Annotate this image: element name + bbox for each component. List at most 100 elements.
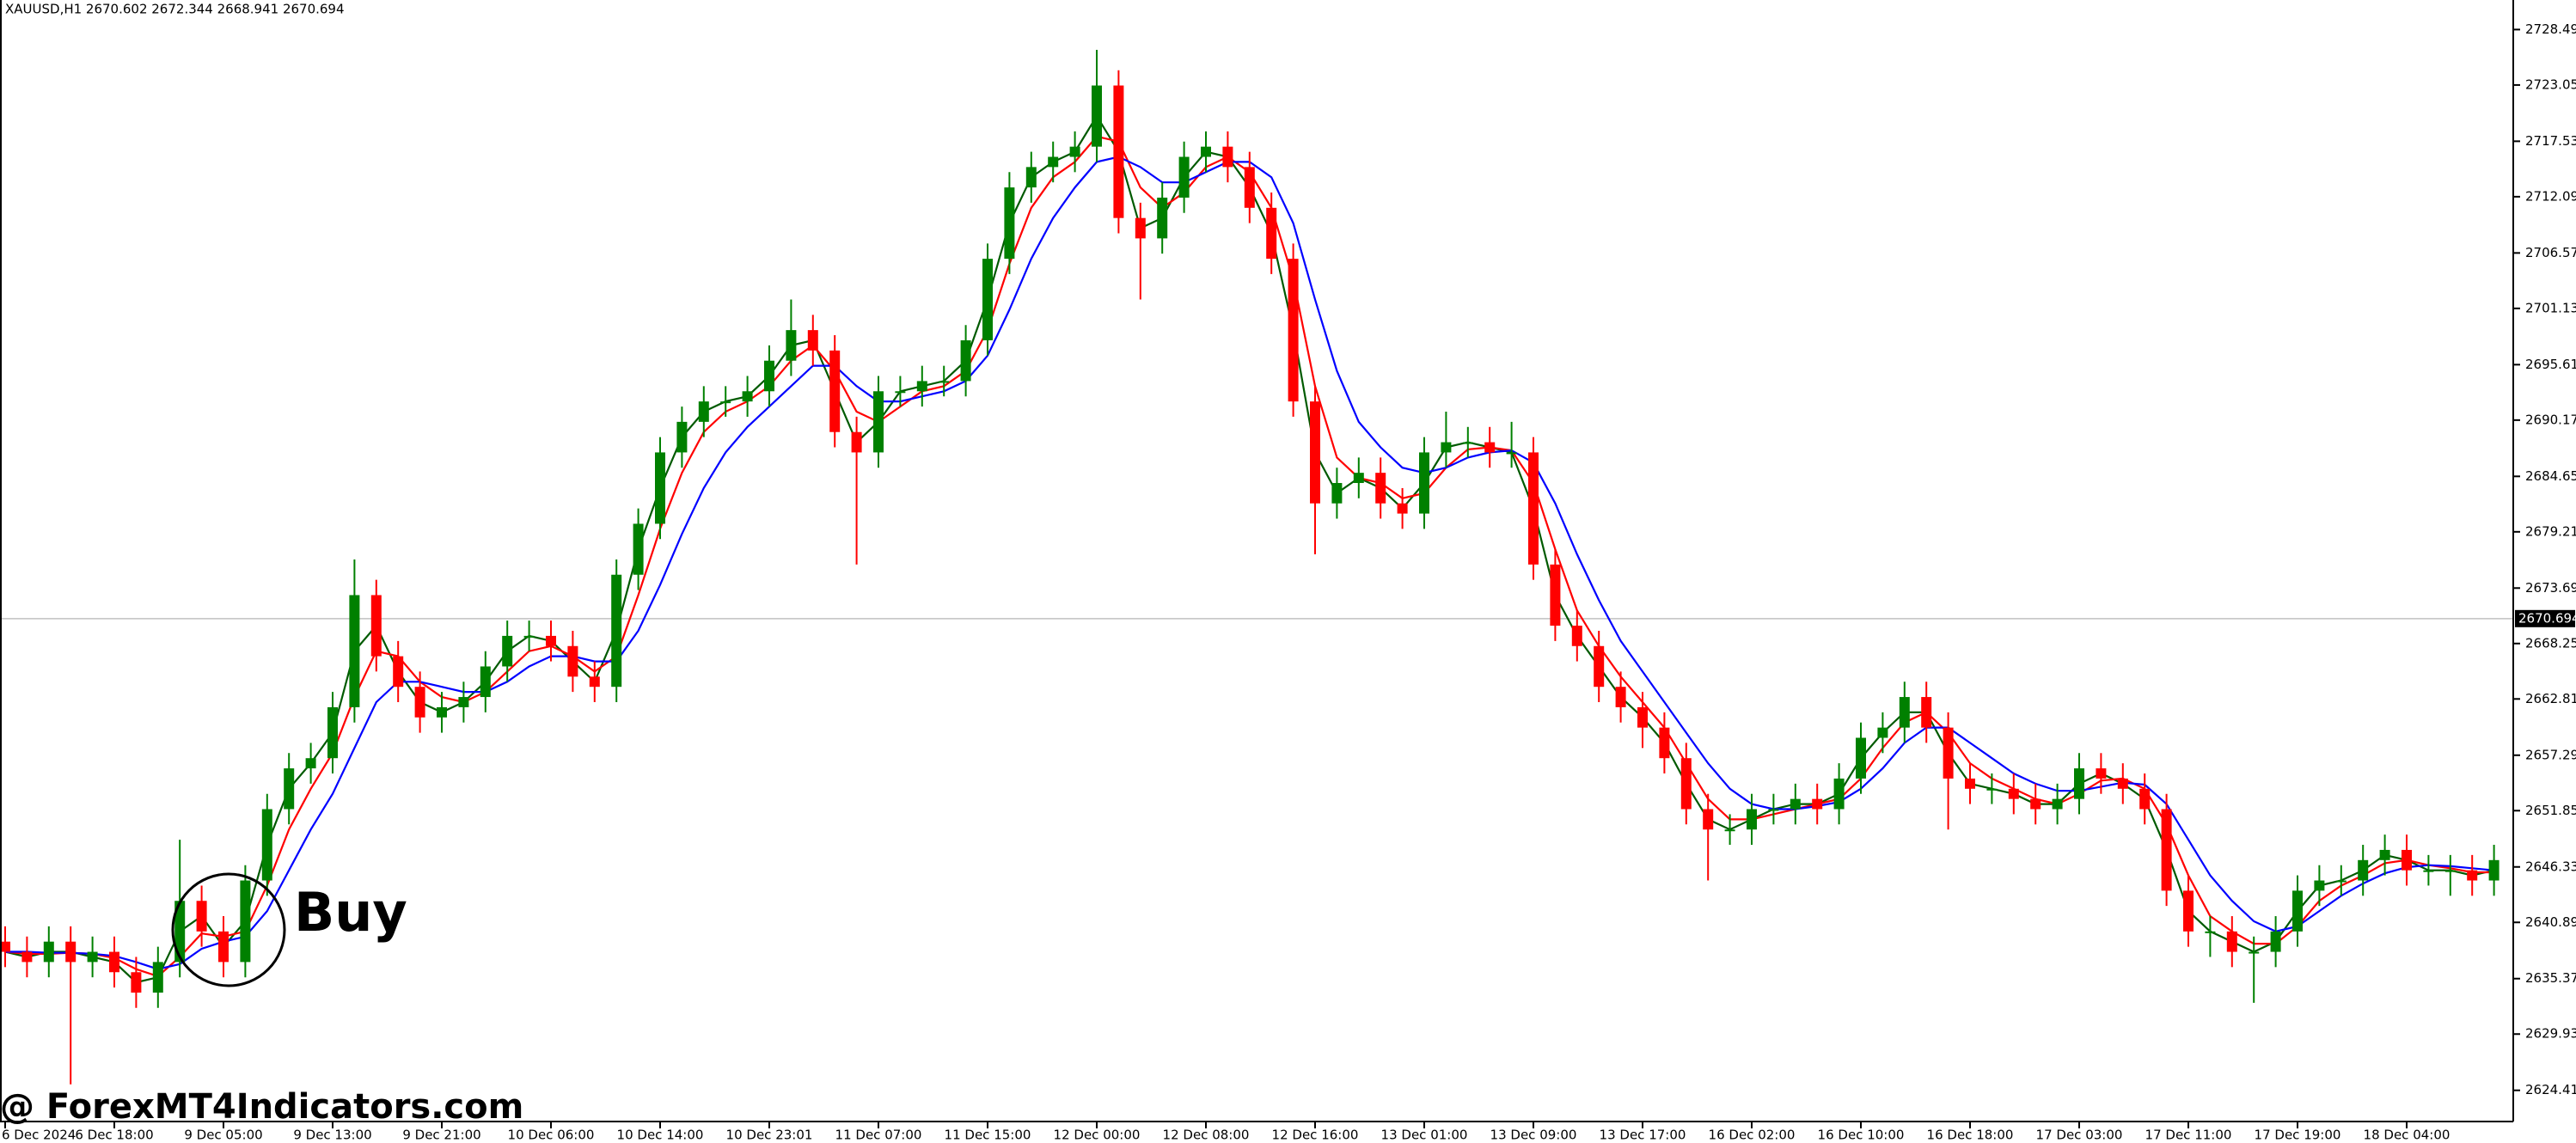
candle-body xyxy=(2226,931,2237,952)
candle-body xyxy=(1724,829,1735,832)
candle-body xyxy=(1594,645,1605,688)
candle-body xyxy=(87,951,98,963)
candle-body xyxy=(65,941,76,963)
candle-body xyxy=(2161,809,2172,891)
x-tick-label: 12 Dec 16:00 xyxy=(1272,1128,1359,1143)
y-tick-label: 2668.250 xyxy=(2525,635,2576,651)
candle-body xyxy=(1768,809,1779,811)
candle-body xyxy=(1004,187,1015,260)
x-tick-label: 17 Dec 03:00 xyxy=(2036,1128,2123,1143)
x-tick-label: 9 Dec 13:00 xyxy=(293,1128,371,1143)
candle-body xyxy=(2205,931,2216,933)
candle-body xyxy=(2117,778,2128,789)
candle-body xyxy=(480,666,491,698)
candle-body xyxy=(1157,197,1168,239)
current-price-label: 2670.694 xyxy=(2518,610,2576,626)
x-tick-label: 17 Dec 19:00 xyxy=(2255,1128,2341,1143)
x-tick-label: 16 Dec 02:00 xyxy=(1709,1128,1796,1143)
x-tick-label: 10 Dec 23:01 xyxy=(726,1128,813,1143)
candle-body xyxy=(284,768,295,810)
candle-body xyxy=(1812,798,1823,810)
y-tick-label: 2679.210 xyxy=(2525,523,2576,539)
candle-body xyxy=(1615,687,1626,707)
candle-body xyxy=(2379,849,2390,860)
candle-body xyxy=(1703,809,1714,830)
candle-body xyxy=(131,972,142,993)
candle-body xyxy=(502,635,513,667)
candle-body xyxy=(1462,442,1473,444)
candle-body xyxy=(655,452,665,524)
candle-body xyxy=(698,401,709,422)
x-tick-label: 10 Dec 06:00 xyxy=(508,1128,595,1143)
candle-body xyxy=(851,431,862,453)
x-tick-label: 10 Dec 14:00 xyxy=(617,1128,704,1143)
candle-body xyxy=(1288,259,1299,402)
candle-body xyxy=(2096,768,2107,779)
candle-body xyxy=(960,339,971,382)
x-tick-label: 9 Dec 21:00 xyxy=(402,1128,480,1143)
candle-body xyxy=(1550,564,1561,627)
candle-body xyxy=(1899,697,1910,728)
candle-body xyxy=(2292,890,2303,932)
candle-body xyxy=(327,706,338,759)
x-tick-label: 12 Dec 00:00 xyxy=(1054,1128,1141,1143)
y-tick-label: 2635.370 xyxy=(2525,970,2576,986)
candle-body xyxy=(764,360,774,392)
candle-body xyxy=(0,941,10,952)
grid-layer xyxy=(0,28,2520,1091)
candle-body xyxy=(1877,727,1888,738)
candle-body xyxy=(1069,146,1080,157)
x-tick-label: 6 Dec 2024 xyxy=(2,1128,76,1143)
candle-body xyxy=(2052,798,2063,810)
candle-body xyxy=(2270,931,2281,952)
candle-body xyxy=(633,523,644,575)
y-tick-label: 2646.330 xyxy=(2525,859,2576,874)
candle-body xyxy=(2467,870,2478,881)
candle-body xyxy=(546,635,556,646)
candle-body xyxy=(1025,167,1037,188)
candle-body xyxy=(1113,85,1124,218)
candle-body xyxy=(1331,483,1343,504)
candle-body xyxy=(982,259,993,340)
candle-body xyxy=(437,706,447,718)
candle-body xyxy=(1965,778,1975,789)
candle-body xyxy=(1178,156,1190,198)
candle-body xyxy=(1571,626,1582,646)
x-tick-label: 18 Dec 04:00 xyxy=(2364,1128,2451,1143)
candle-body xyxy=(829,350,841,432)
candle-body xyxy=(1397,503,1408,514)
candle-body xyxy=(349,595,360,707)
candle-body xyxy=(1266,207,1277,260)
x-tick-label: 17 Dec 11:00 xyxy=(2145,1128,2232,1143)
candle-body xyxy=(261,809,272,881)
y-tick-label: 2651.850 xyxy=(2525,803,2576,818)
current-price-box xyxy=(2515,609,2575,627)
candle-body xyxy=(1986,788,1998,791)
candle-body xyxy=(21,951,33,963)
candle-body xyxy=(2249,951,2260,954)
x-tick-label: 11 Dec 07:00 xyxy=(835,1128,922,1143)
candle-body xyxy=(1921,697,1932,728)
candle-body xyxy=(1680,758,1692,810)
candle-body xyxy=(1310,401,1320,504)
signal-circle xyxy=(171,872,286,987)
candle-body xyxy=(2402,849,2412,871)
y-tick-label: 2712.090 xyxy=(2525,188,2576,204)
x-tick-label: 13 Dec 09:00 xyxy=(1490,1128,1577,1143)
candle-body xyxy=(414,687,425,718)
candle-body xyxy=(1856,737,1866,779)
candle-body xyxy=(807,330,818,351)
candle-body xyxy=(2314,880,2325,891)
candle-body xyxy=(720,401,731,404)
candle-body xyxy=(240,880,251,963)
y-tick-label: 2728.490 xyxy=(2525,21,2576,37)
candle-body xyxy=(305,758,316,769)
y-tick-label: 2695.610 xyxy=(2525,357,2576,372)
candle-body xyxy=(1201,146,1211,157)
x-tick-label: 16 Dec 18:00 xyxy=(1927,1128,2014,1143)
candle-body xyxy=(873,391,884,453)
candle-body xyxy=(218,931,229,963)
y-tick-label: 2629.930 xyxy=(2525,1026,2576,1042)
candle-body xyxy=(1375,473,1386,504)
